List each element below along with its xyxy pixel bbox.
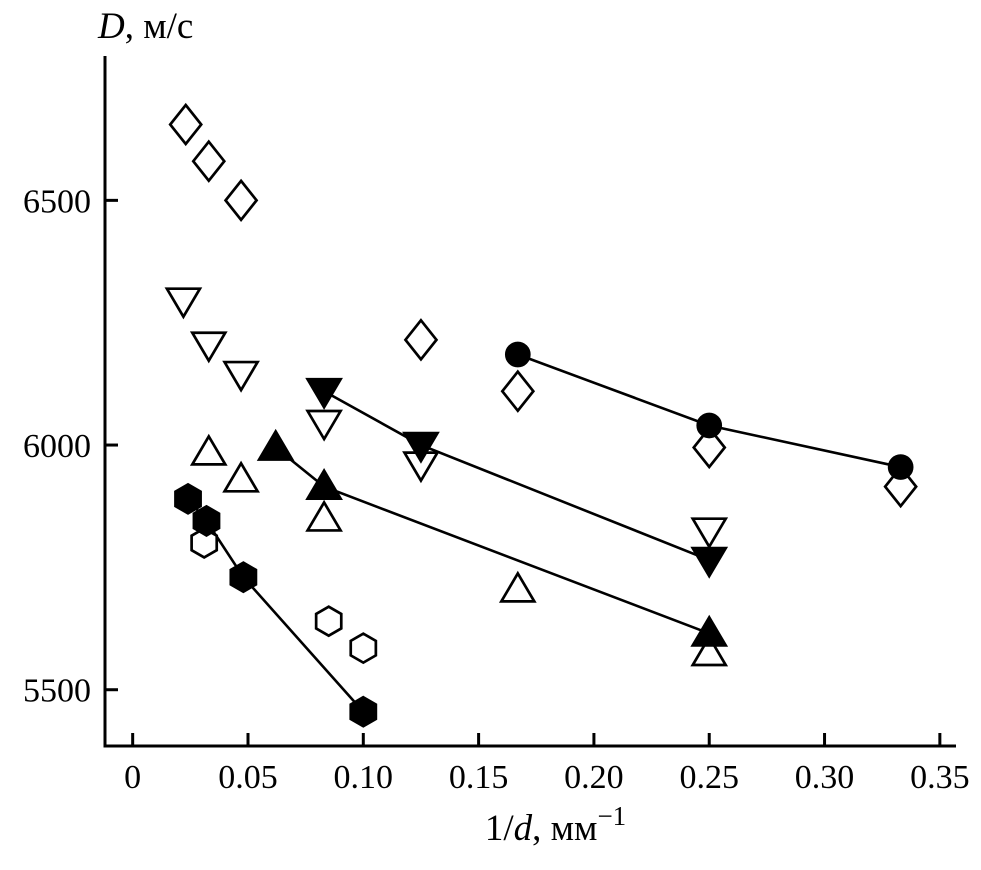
open-diamond-marker [500,369,536,413]
x-tick-label: 0.15 [449,759,509,796]
open-triangle-down-marker [305,409,343,442]
x-tick-label: 0.25 [679,759,739,796]
filled-triangle-up-marker [690,614,729,647]
open-diamond-marker [191,139,227,183]
axes-spines [103,56,956,748]
filled-circle-marker [696,412,723,439]
open-diamond-marker [692,425,727,470]
open-hexagon-marker [314,605,343,638]
open-triangle-up-marker [498,570,537,603]
filled-hexagon-marker [192,504,221,537]
x-tick-label: 0.30 [795,759,855,796]
y-axis-title: D, м/с [97,6,193,47]
open-triangle-up-marker [189,433,228,466]
open-hexagon-marker [190,526,219,559]
filled-triangle-up-marker [256,428,295,461]
open-triangle-down-marker [164,287,203,320]
filled-circle-marker [504,341,531,368]
filled-hexagon-marker [229,561,258,594]
y-tick-label: 5500 [23,673,91,710]
filled-triangle-down-line [323,390,710,562]
x-tick-label: 0.05 [218,759,278,796]
filled-triangle-down-marker [305,377,343,410]
filled-triangle-down-marker [402,431,440,464]
x-tick-label: 0 [124,759,141,796]
open-triangle-down-marker [189,331,228,364]
filled-hexagon-marker [349,695,378,728]
open-triangle-down-marker [222,360,260,393]
filled-triangle-down-marker [690,546,729,579]
y-tick-label: 6000 [23,428,91,465]
x-axis-title: 1/d, мм−1 [485,801,626,849]
open-diamond-marker [403,318,439,362]
filled-circle-marker [887,454,914,480]
open-hexagon-marker [349,632,378,665]
filled-hexagon-marker [174,482,202,515]
open-diamond-marker [168,102,203,147]
filled-hexagon-line [187,498,365,713]
open-triangle-up-marker [305,499,343,532]
open-triangle-down-marker [690,517,729,550]
x-tick-label: 0.20 [564,759,624,796]
filled-triangle-up-marker [305,467,343,500]
x-tick-label: 0.10 [334,759,394,796]
open-triangle-up-marker [690,634,729,667]
open-diamond-marker [223,178,259,223]
x-tick-label: 0.35 [910,759,970,796]
open-triangle-up-marker [222,460,260,493]
filled-triangle-up-line [274,446,710,635]
y-tick-label: 6500 [23,183,91,220]
